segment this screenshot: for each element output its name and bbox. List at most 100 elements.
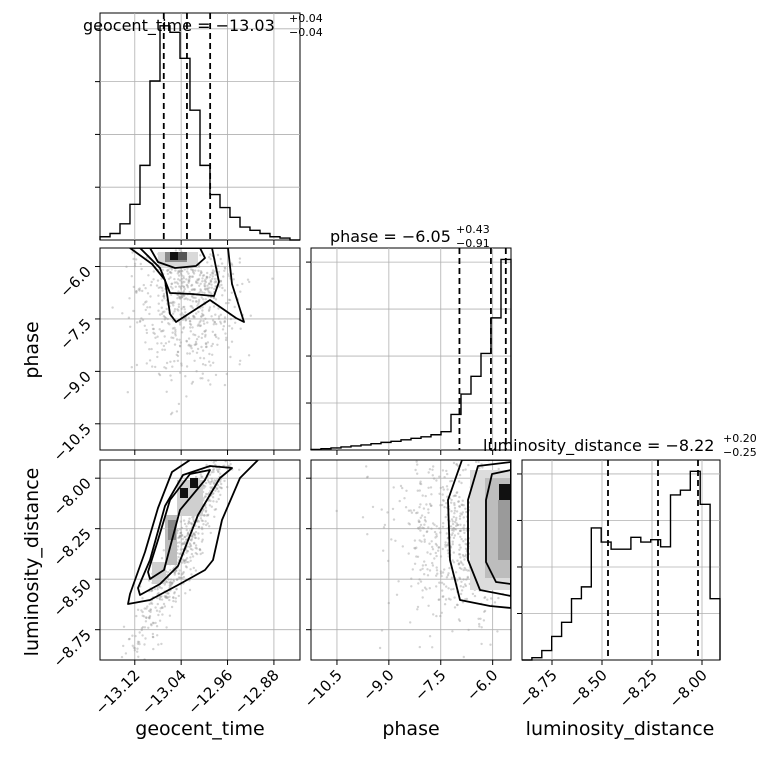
sample-point — [463, 566, 466, 570]
sample-point — [199, 517, 203, 520]
sample-point — [217, 307, 220, 310]
sample-point — [217, 317, 221, 320]
sample-point — [428, 587, 431, 590]
sample-point — [455, 510, 459, 513]
sample-point — [458, 495, 461, 499]
sample-point — [404, 506, 408, 509]
sample-point — [188, 521, 191, 524]
sample-point — [425, 588, 428, 591]
sample-point — [194, 536, 197, 540]
sample-point — [140, 628, 143, 632]
sample-point — [200, 315, 203, 318]
sample-point — [181, 542, 185, 545]
sample-point — [207, 289, 210, 292]
sample-point — [197, 302, 200, 305]
sample-point — [221, 451, 223, 453]
sample-point — [169, 276, 172, 279]
sample-point — [195, 280, 198, 283]
sample-point — [185, 525, 188, 528]
sample-point — [139, 319, 142, 323]
sample-point — [177, 290, 180, 293]
sample-point — [193, 541, 196, 545]
sample-point — [142, 303, 145, 306]
sample-point — [213, 277, 217, 281]
sample-point — [141, 626, 145, 629]
sample-point — [441, 595, 444, 598]
sample-point — [157, 613, 160, 617]
sample-point — [188, 275, 192, 278]
sample-point — [206, 514, 210, 517]
sample-point — [146, 306, 149, 309]
sample-point — [450, 510, 453, 513]
sample-point — [176, 359, 180, 362]
sample-point — [198, 291, 201, 294]
sample-point — [440, 611, 443, 614]
sample-point — [442, 595, 445, 598]
sample-point — [178, 248, 181, 251]
sample-point — [457, 532, 460, 535]
sample-point — [405, 489, 408, 492]
sample-point — [233, 305, 236, 309]
sample-point — [204, 510, 208, 513]
sample-point — [193, 536, 197, 539]
sample-point — [217, 315, 221, 318]
sample-point — [169, 374, 172, 377]
sample-point — [231, 272, 235, 276]
sample-point — [202, 314, 205, 317]
sample-point — [464, 542, 467, 546]
sample-point — [190, 305, 193, 308]
sample-point — [190, 294, 194, 298]
sample-point — [179, 371, 182, 374]
sample-point — [186, 284, 189, 287]
sample-point — [161, 299, 164, 302]
sample-point — [211, 492, 214, 496]
sample-point — [479, 617, 482, 620]
sample-point — [229, 317, 233, 321]
sample-point — [452, 551, 455, 554]
sample-point — [181, 561, 184, 564]
sample-point — [132, 309, 135, 313]
sample-point — [175, 578, 178, 581]
sample-point — [418, 539, 421, 542]
sample-point — [438, 527, 441, 530]
sample-point — [227, 456, 229, 458]
sample-point — [210, 283, 213, 286]
sample-point — [198, 548, 202, 551]
sample-point — [387, 559, 390, 563]
sample-point — [459, 535, 462, 538]
sample-point — [151, 327, 155, 331]
sample-point — [225, 336, 228, 339]
sample-point — [464, 553, 468, 556]
sample-point — [194, 269, 197, 272]
sample-point — [199, 552, 202, 556]
sample-point — [225, 372, 228, 376]
sample-point — [173, 343, 177, 346]
sample-point — [204, 363, 207, 367]
sample-point — [177, 309, 180, 312]
sample-point — [230, 340, 234, 343]
sample-point — [441, 469, 445, 472]
sample-point — [419, 480, 422, 483]
sample-point — [449, 525, 453, 528]
sample-point — [185, 339, 188, 343]
sample-point — [194, 333, 197, 337]
sample-point — [238, 363, 241, 366]
sample-point — [170, 379, 173, 382]
sample-point — [462, 555, 465, 558]
sample-point — [409, 509, 412, 512]
sample-point — [182, 326, 186, 329]
sample-point — [186, 532, 190, 535]
sample-point — [171, 365, 174, 368]
sample-point — [138, 631, 141, 634]
sample-point — [184, 311, 187, 314]
sample-point — [410, 511, 414, 514]
sample-point — [173, 571, 176, 574]
sample-point — [418, 520, 421, 523]
sample-point — [209, 279, 212, 282]
sample-point — [161, 329, 164, 333]
sample-point — [145, 616, 148, 619]
sample-point — [148, 602, 151, 606]
sample-point — [483, 609, 487, 613]
sample-point — [468, 569, 471, 572]
sample-point — [160, 330, 163, 333]
